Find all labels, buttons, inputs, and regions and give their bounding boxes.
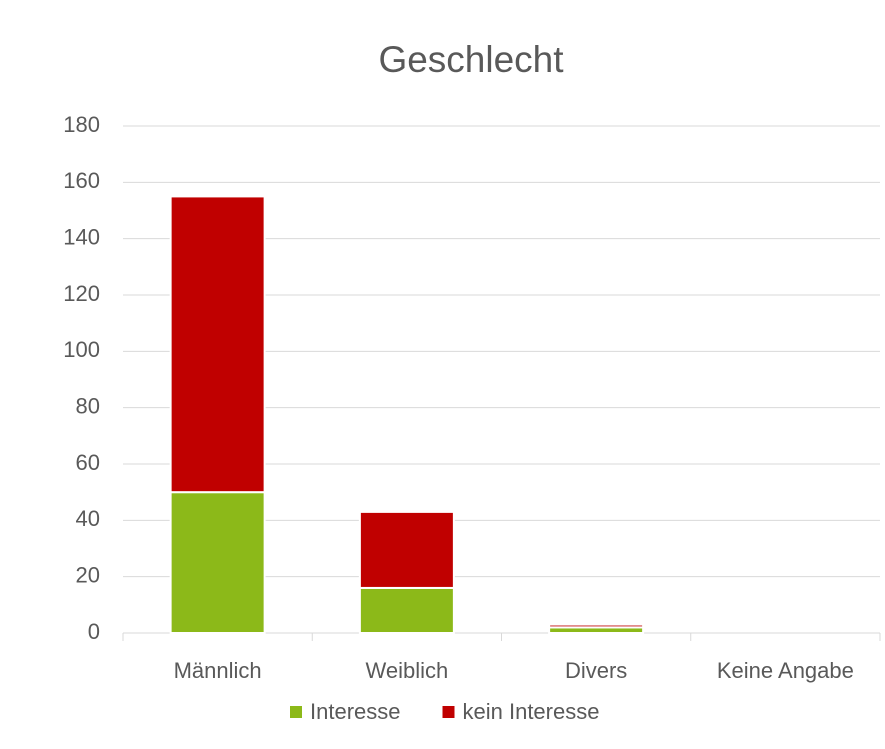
bar-segment — [358, 510, 455, 589]
chart-title: Geschlecht — [378, 39, 564, 80]
x-tick-label: Männlich — [174, 658, 262, 683]
y-tick-label: 140 — [63, 224, 100, 249]
x-tick-label: Weiblich — [366, 658, 449, 683]
bar-segment — [548, 623, 645, 629]
x-tick-label: Keine Angabe — [717, 658, 854, 683]
y-tick-label: 40 — [76, 506, 100, 531]
legend-label: Interesse — [310, 699, 401, 724]
y-tick-label: 180 — [63, 112, 100, 137]
legend-label: kein Interesse — [463, 699, 600, 724]
y-tick-label: 0 — [88, 619, 100, 644]
y-tick-label: 160 — [63, 168, 100, 193]
bar-segment — [169, 195, 266, 494]
y-tick-label: 120 — [63, 281, 100, 306]
legend-swatch — [442, 706, 455, 718]
y-tick-label: 100 — [63, 337, 100, 362]
bar-segment — [358, 586, 455, 635]
bar-segment — [169, 491, 266, 634]
x-tick-label: Divers — [565, 658, 627, 683]
y-tick-label: 80 — [76, 393, 100, 418]
y-tick-label: 20 — [76, 562, 100, 587]
legend-swatch — [290, 706, 302, 718]
y-tick-label: 60 — [76, 450, 100, 475]
